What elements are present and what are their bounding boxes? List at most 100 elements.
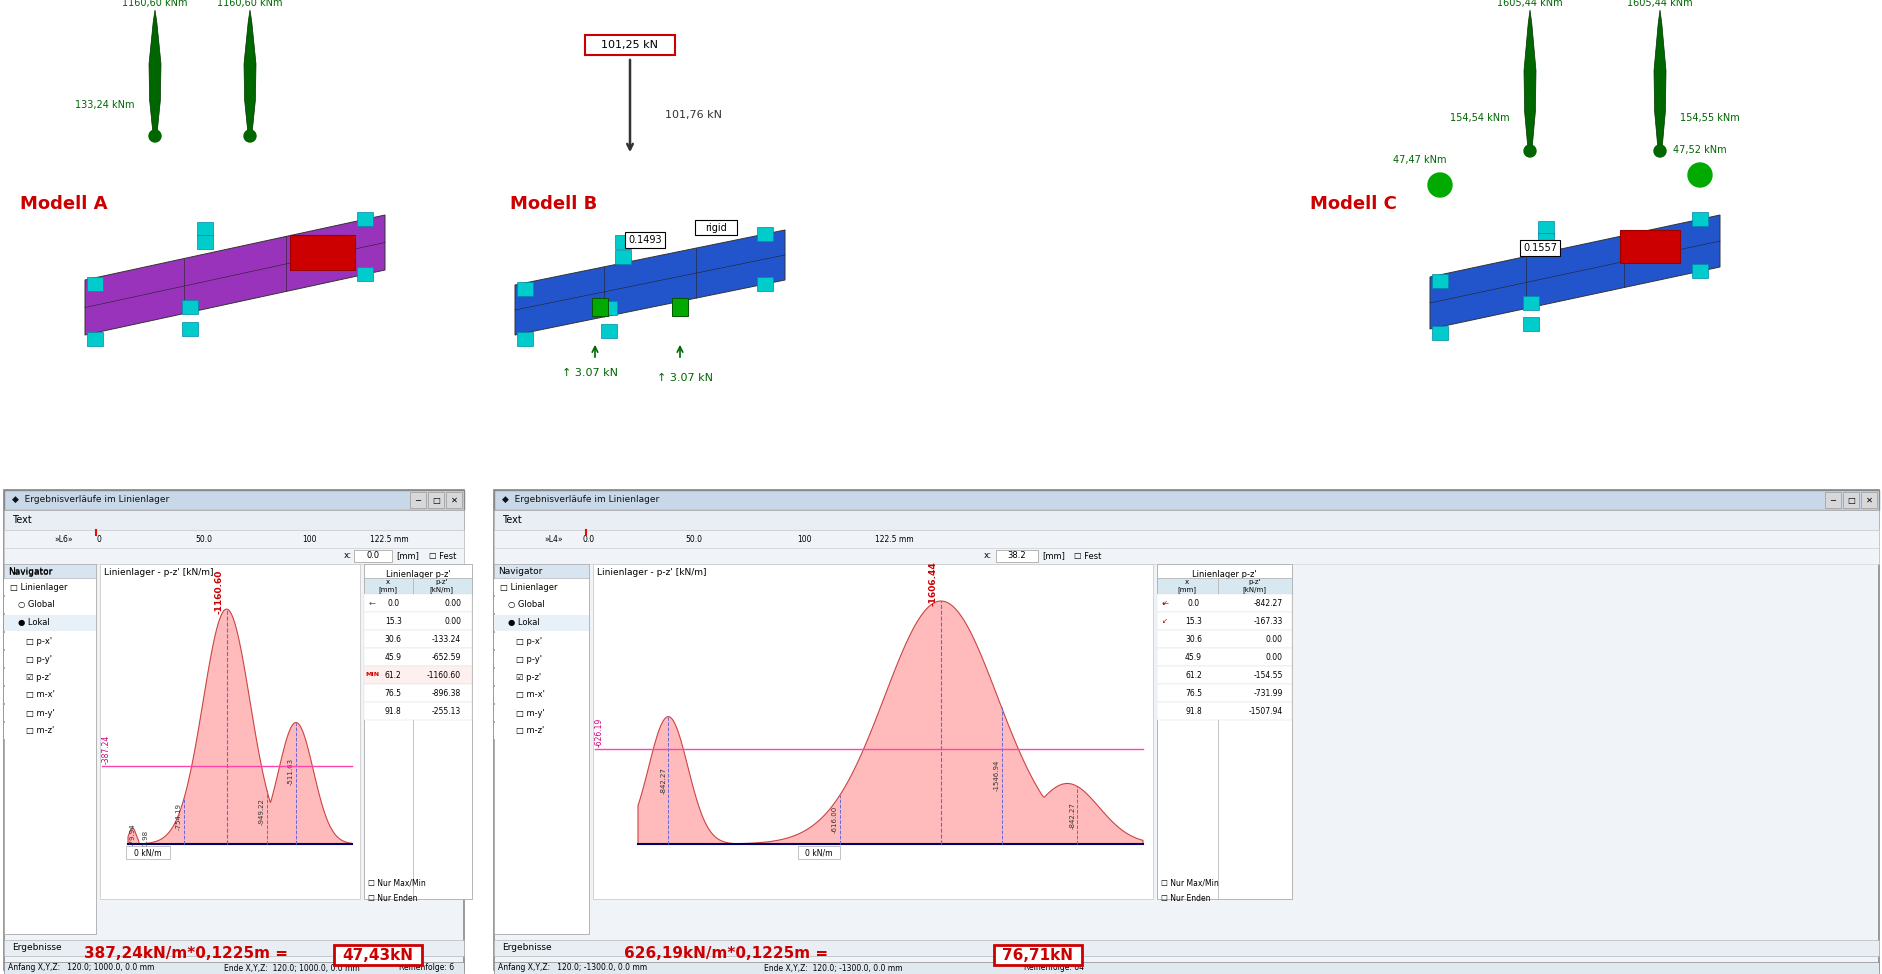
Text: ✕: ✕: [450, 496, 457, 505]
Bar: [4, 510, 463, 530]
Text: 626,19kN/m*0,1225m =: 626,19kN/m*0,1225m =: [623, 947, 828, 961]
Text: □ m-y': □ m-y': [516, 708, 544, 718]
Bar: [994, 945, 1082, 965]
Circle shape: [245, 130, 256, 142]
Text: -133.24: -133.24: [431, 634, 461, 644]
Text: 0 kN/m: 0 kN/m: [805, 848, 832, 857]
Text: [mm]: [mm]: [395, 551, 418, 560]
Bar: [363, 684, 472, 702]
Bar: [198, 235, 213, 248]
Text: 0.00: 0.00: [1265, 653, 1282, 661]
Bar: [363, 666, 472, 684]
Polygon shape: [514, 230, 785, 335]
Text: □ Linienlager: □ Linienlager: [501, 582, 557, 591]
Text: Linienlager - p-z' [kN/m]: Linienlager - p-z' [kN/m]: [104, 568, 213, 577]
Bar: [518, 332, 533, 346]
Bar: [4, 633, 96, 649]
Bar: [4, 615, 96, 631]
Bar: [4, 548, 463, 564]
Text: 100: 100: [301, 535, 316, 543]
Text: 76.5: 76.5: [384, 689, 401, 697]
Text: 15.3: 15.3: [384, 617, 401, 625]
Polygon shape: [1652, 10, 1666, 145]
Bar: [363, 612, 472, 630]
Bar: [1156, 684, 1291, 702]
Text: -154.55: -154.55: [1253, 670, 1282, 680]
Bar: [363, 564, 472, 899]
Text: -616.00: -616.00: [832, 805, 837, 833]
Bar: [493, 705, 589, 721]
Text: □ p-y': □ p-y': [26, 655, 53, 663]
Bar: [1156, 578, 1291, 594]
Polygon shape: [149, 10, 162, 130]
Text: 30.6: 30.6: [384, 634, 401, 644]
Bar: [493, 962, 1878, 974]
Bar: [446, 492, 461, 508]
Bar: [1859, 492, 1876, 508]
Text: 387,24kN/m*0,1225m =: 387,24kN/m*0,1225m =: [85, 947, 288, 961]
Text: 61.2: 61.2: [1184, 670, 1201, 680]
Text: Ergebnisse: Ergebnisse: [502, 944, 551, 953]
Text: ● Lokal: ● Lokal: [19, 618, 49, 627]
Text: Linienlager p-z': Linienlager p-z': [386, 570, 450, 579]
Text: -167.33: -167.33: [1253, 617, 1282, 625]
Bar: [1538, 233, 1553, 247]
Text: 133,24 kNm: 133,24 kNm: [75, 100, 136, 110]
Text: 45.9: 45.9: [384, 653, 401, 661]
Text: ☐ Fest: ☐ Fest: [1073, 551, 1101, 560]
Text: 0.0: 0.0: [388, 598, 399, 608]
Text: 38.2: 38.2: [1007, 551, 1026, 560]
Text: ○ Global: ○ Global: [19, 601, 55, 610]
Text: ☐ Nur Max/Min: ☐ Nur Max/Min: [367, 879, 425, 887]
Text: 1605,44 kNm: 1605,44 kNm: [1496, 0, 1562, 8]
Bar: [4, 564, 96, 934]
Text: ←: ←: [1161, 598, 1169, 608]
Text: 47,43kN: 47,43kN: [343, 948, 414, 962]
Text: Text: Text: [502, 515, 521, 525]
Text: □ m-z': □ m-z': [26, 727, 55, 735]
Text: -842.27: -842.27: [1253, 598, 1282, 608]
Text: Navigator: Navigator: [497, 567, 542, 576]
Bar: [4, 669, 96, 685]
Bar: [183, 300, 198, 314]
Text: Linienlager p-z': Linienlager p-z': [1191, 570, 1255, 579]
Text: 154,55 kNm: 154,55 kNm: [1679, 113, 1739, 123]
Bar: [493, 940, 1878, 956]
Text: -387.24: -387.24: [102, 734, 111, 764]
Bar: [493, 687, 589, 703]
Circle shape: [1523, 145, 1536, 157]
Text: ↑ 3.07 kN: ↑ 3.07 kN: [561, 368, 617, 378]
Bar: [290, 235, 356, 270]
Bar: [1156, 594, 1291, 612]
Text: Ende X,Y,Z:  120.0; 1000.0, 0.0 mm: Ende X,Y,Z: 120.0; 1000.0, 0.0 mm: [224, 963, 359, 972]
Bar: [757, 277, 774, 291]
Text: ←: ←: [369, 598, 375, 608]
Bar: [996, 550, 1037, 562]
Bar: [363, 648, 472, 666]
Text: ◆  Ergebnisverläufe im Linienlager: ◆ Ergebnisverläufe im Linienlager: [11, 496, 169, 505]
Bar: [1430, 274, 1447, 288]
Bar: [126, 846, 169, 859]
Text: -949.22: -949.22: [258, 799, 265, 825]
Text: □ p-x': □ p-x': [26, 636, 53, 646]
Text: ─: ─: [1829, 496, 1835, 505]
Text: ↙: ↙: [1161, 618, 1167, 624]
Text: ↑ 3.07 kN: ↑ 3.07 kN: [657, 373, 713, 383]
Bar: [363, 630, 472, 648]
Text: -255.13: -255.13: [431, 706, 461, 716]
Text: ☑ p-z': ☑ p-z': [516, 672, 540, 682]
Bar: [1824, 492, 1841, 508]
Text: □: □: [431, 496, 440, 505]
Text: x
[mm]: x [mm]: [1176, 580, 1195, 593]
Bar: [493, 669, 589, 685]
Text: »L6»: »L6»: [55, 535, 73, 543]
Bar: [493, 723, 589, 739]
Bar: [757, 227, 774, 241]
Bar: [493, 490, 1878, 510]
Bar: [410, 492, 425, 508]
Text: -731.99: -731.99: [1253, 689, 1282, 697]
Text: 0.1557: 0.1557: [1523, 243, 1556, 253]
Bar: [1156, 564, 1291, 899]
Bar: [4, 962, 463, 974]
Circle shape: [1427, 173, 1451, 197]
